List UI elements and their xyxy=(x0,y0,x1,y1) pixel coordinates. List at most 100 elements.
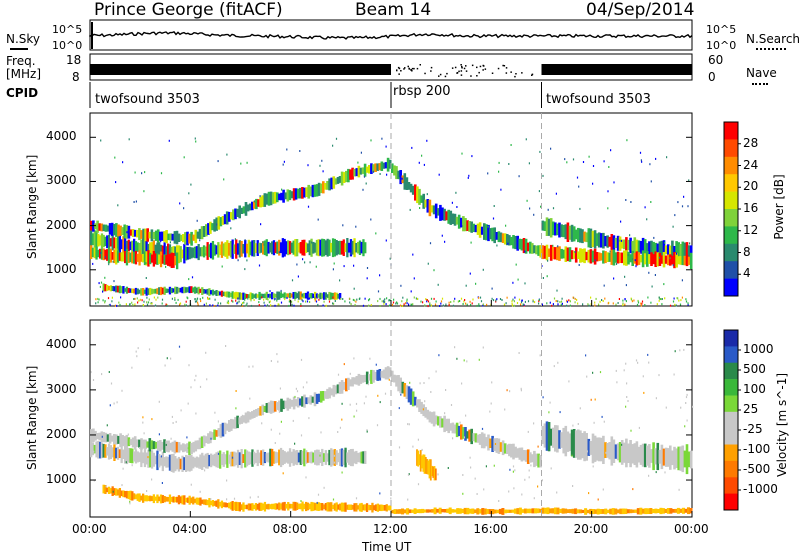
power-ground-scatter xyxy=(129,303,131,305)
power-echo-cell xyxy=(158,287,161,295)
velocity-echo-cell xyxy=(288,398,292,409)
velocity-echo-cell xyxy=(426,459,428,475)
power-echo-cell xyxy=(219,217,223,227)
power-echo-cell xyxy=(627,239,630,251)
velocity-echo-cell xyxy=(594,509,598,514)
velocity-scatter-point xyxy=(113,402,115,405)
velocity-scatter-point xyxy=(178,345,181,348)
power-ground-scatter xyxy=(482,304,484,307)
velocity-echo-cell xyxy=(247,503,250,511)
power-echo-cell xyxy=(165,230,168,244)
power-echo-cell xyxy=(259,196,262,208)
power-ground-scatter xyxy=(520,301,523,304)
velocity-echo-cell xyxy=(344,447,347,468)
velocity-echo-cell xyxy=(489,438,492,448)
power-ground-scatter xyxy=(553,297,556,300)
velocity-echo-cell xyxy=(278,502,281,511)
velocity-scatter-point xyxy=(520,389,522,392)
power-ground-scatter xyxy=(147,301,150,304)
freq-sparse-point xyxy=(460,70,463,72)
power-scatter-point xyxy=(353,264,355,267)
power-echo-cell xyxy=(170,287,173,294)
velocity-echo-cell xyxy=(417,450,420,467)
power-ground-scatter xyxy=(640,304,642,307)
power-echo-cell xyxy=(591,250,595,263)
power-scatter-point xyxy=(115,181,117,184)
velocity-echo-cell xyxy=(589,441,593,455)
power-echo-cell xyxy=(167,233,170,241)
power-echo-cell xyxy=(581,229,584,244)
power-echo-cell xyxy=(210,242,213,259)
power-echo-cell xyxy=(620,252,624,264)
power-echo-cell xyxy=(116,235,120,252)
velocity-echo-cell xyxy=(310,451,313,464)
velocity-echo-cell xyxy=(244,504,247,510)
power-echo-cell xyxy=(174,246,177,262)
power-echo-cell xyxy=(113,224,116,236)
power-ground-scatter xyxy=(241,305,243,307)
power-echo-cell xyxy=(577,251,580,259)
power-echo-cell xyxy=(238,205,241,219)
power-echo-cell xyxy=(240,292,243,300)
power-scatter-point xyxy=(515,263,517,266)
velocity-echo-cell xyxy=(278,400,281,411)
power-ground-scatter xyxy=(288,304,290,307)
power-echo-cell xyxy=(192,287,195,293)
velocity-scatter-point xyxy=(524,478,526,481)
power-echo-cell xyxy=(91,233,95,246)
velocity-echo-cell xyxy=(376,369,379,381)
power-echo-cell xyxy=(168,244,172,262)
velocity-scatter-point xyxy=(647,353,649,356)
power-ground-scatter xyxy=(134,297,136,300)
power-ground-scatter xyxy=(194,298,196,301)
velocity-echo-cell xyxy=(357,452,360,463)
velocity-echo-cell xyxy=(249,452,252,465)
velocity-echo-cell xyxy=(421,455,423,469)
velocity-echo-cell xyxy=(342,449,345,466)
power-scatter-point xyxy=(342,224,344,227)
power-echo-cell xyxy=(134,241,138,253)
power-echo-cell xyxy=(173,231,177,244)
velocity-echo-cell xyxy=(584,508,588,515)
power-echo-cell xyxy=(171,233,175,241)
xtick-label: 04:00 xyxy=(172,522,207,536)
velocity-echo-cell xyxy=(330,502,333,512)
power-echo-cell xyxy=(577,227,580,243)
power-echo-cell xyxy=(531,243,534,254)
velocity-echo-cell xyxy=(371,502,374,513)
velocity-colorbar-swatch xyxy=(724,477,738,494)
velocity-echo-cell xyxy=(423,454,426,474)
velocity-echo-cell xyxy=(260,502,263,511)
power-echo-cell xyxy=(242,292,245,300)
power-echo-cell xyxy=(311,184,315,198)
velocity-echo-cell xyxy=(499,442,503,452)
power-scatter-point xyxy=(607,190,609,193)
power-echo-cell xyxy=(328,291,331,301)
power-echo-cell xyxy=(361,167,365,174)
power-ground-scatter xyxy=(640,302,642,305)
power-ground-scatter xyxy=(511,300,513,303)
power-echo-cell xyxy=(321,238,324,257)
velocity-echo-cell xyxy=(634,509,638,513)
power-ground-scatter xyxy=(280,301,283,304)
power-scatter-point xyxy=(126,231,128,234)
power-echo-cell xyxy=(660,240,664,258)
velocity-echo-cell xyxy=(147,449,150,468)
velocity-colorbar-tick-label: 1000 xyxy=(743,342,774,356)
power-echo-cell xyxy=(365,166,369,173)
power-echo-cell xyxy=(97,249,100,258)
power-echo-cell xyxy=(167,288,170,293)
power-ground-scatter xyxy=(245,304,247,307)
power-echo-cell xyxy=(152,240,155,260)
freq-sparse-point xyxy=(430,66,433,69)
power-echo-cell xyxy=(147,244,150,254)
power-ground-scatter xyxy=(268,301,270,304)
power-echo-cell xyxy=(386,157,390,172)
velocity-scatter-point xyxy=(637,361,639,364)
power-ground-scatter xyxy=(607,302,609,305)
velocity-scatter-point xyxy=(692,405,694,408)
power-echo-cell xyxy=(225,211,229,225)
power-echo-cell xyxy=(113,249,116,264)
velocity-echo-cell xyxy=(312,452,315,463)
power-echo-cell xyxy=(654,242,657,255)
